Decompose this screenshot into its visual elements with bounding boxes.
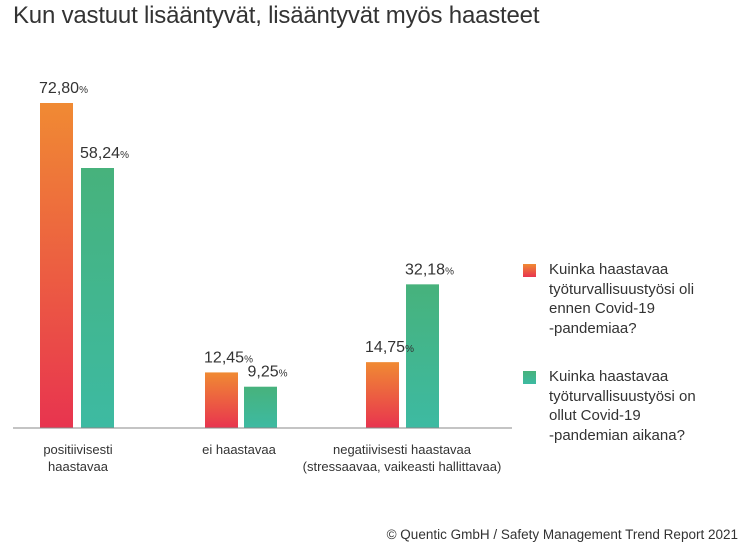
legend-item-before: Kuinka haastavaa työturvallisuustyösi ol… bbox=[523, 260, 748, 338]
bar-during-0 bbox=[81, 168, 114, 428]
bar-during-1 bbox=[244, 386, 277, 428]
category-label-1: ei haastavaa bbox=[202, 442, 276, 457]
legend-label-during: Kuinka haastavaa työturvallisuustyösi on… bbox=[549, 368, 696, 444]
bar-before-2 bbox=[366, 362, 399, 428]
value-label-before-0: 72,80% bbox=[39, 80, 88, 97]
category-label-0: positiivisesti haastavaa bbox=[43, 442, 112, 474]
source-footer: © Quentic GmbH / Safety Management Trend… bbox=[386, 527, 738, 542]
legend-item-during: Kuinka haastavaa työturvallisuustyösi on… bbox=[523, 367, 748, 445]
legend-swatch-during bbox=[523, 371, 536, 384]
value-label-during-1: 9,25% bbox=[247, 364, 287, 381]
legend-label-before: Kuinka haastavaa työturvallisuustyösi ol… bbox=[549, 261, 695, 337]
chart-title: Kun vastuut lisääntyvät, lisääntyvät myö… bbox=[13, 2, 540, 29]
bar-before-0 bbox=[40, 103, 73, 428]
value-labels-group: 72,80% 12,45% 14,75% 58,24% 9,25% 32,18% bbox=[39, 80, 454, 381]
category-labels-group: positiivisesti haastavaa ei haastavaa negat… bbox=[43, 442, 501, 474]
value-label-before-2: 14,75% bbox=[365, 339, 414, 356]
category-label-2: negatiivisesti haastavaa (stressaavaa, va… bbox=[303, 442, 502, 474]
value-label-before-1: 12,45% bbox=[204, 349, 253, 366]
legend-swatch-before bbox=[523, 264, 536, 277]
value-label-during-2: 32,18% bbox=[405, 261, 454, 278]
value-label-during-0: 58,24% bbox=[80, 145, 129, 162]
bar-during-2 bbox=[406, 284, 439, 428]
bars-group bbox=[40, 103, 439, 428]
bar-before-1 bbox=[205, 372, 238, 428]
